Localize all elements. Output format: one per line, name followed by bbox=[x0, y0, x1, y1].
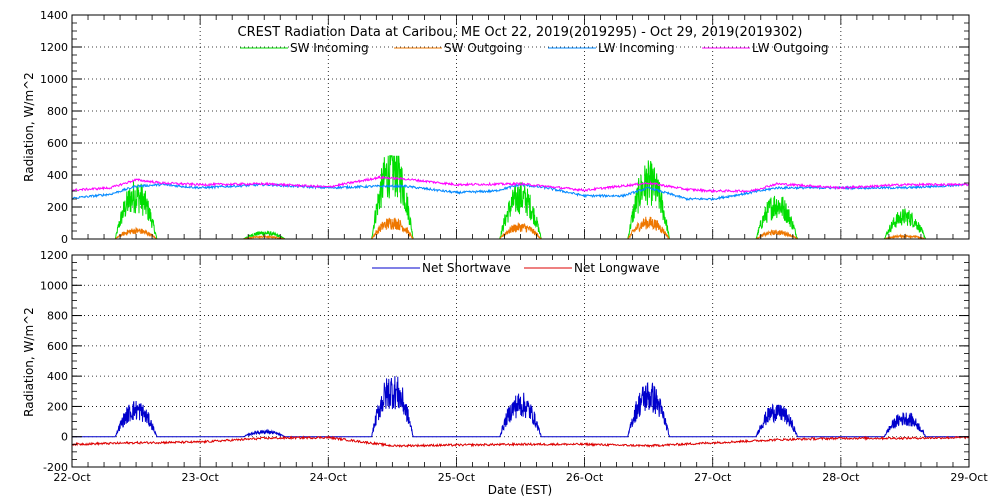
y-tick-label: 1400 bbox=[40, 9, 68, 22]
x-tick-label: 25-Oct bbox=[438, 471, 476, 484]
bottom-panel: -200 0 200 400 600 800 1000 1200 22-Oct 23-Oct 24-… bbox=[22, 249, 988, 497]
y-tick-label: 0 bbox=[61, 431, 68, 444]
y-tick-label: 800 bbox=[47, 105, 68, 118]
x-tick-label: 29-Oct bbox=[950, 471, 988, 484]
top-legend: SW Incoming SW Outgoing LW Incoming LW Outg… bbox=[240, 41, 829, 55]
bottom-y-axis-label: Radiation, W/m^2 bbox=[22, 307, 36, 417]
y-tick-label: 1000 bbox=[40, 73, 68, 86]
y-tick-label: 200 bbox=[47, 400, 68, 413]
chart-title: CREST Radiation Data at Caribou, ME Oct … bbox=[238, 25, 803, 40]
y-tick-label: 600 bbox=[47, 137, 68, 150]
y-tick-label: 0 bbox=[61, 233, 68, 246]
x-axis-label: Date (EST) bbox=[488, 483, 552, 497]
y-tick-label: 1000 bbox=[40, 279, 68, 292]
y-tick-label: 1200 bbox=[40, 41, 68, 54]
x-tick-label: 28-Oct bbox=[822, 471, 860, 484]
x-tick-label: 27-Oct bbox=[694, 471, 732, 484]
legend-label: Net Shortwave bbox=[422, 261, 511, 275]
series-line-lw-outgoing bbox=[71, 175, 970, 194]
bottom-series-lines bbox=[72, 376, 970, 448]
legend-label: LW Outgoing bbox=[752, 41, 829, 55]
x-tick-label: 22-Oct bbox=[53, 471, 91, 484]
top-axis-ticks: 0 200 400 600 800 1000 1200 1400 bbox=[40, 9, 970, 246]
x-tick-label: 23-Oct bbox=[181, 471, 219, 484]
series-line-net-longwave bbox=[72, 435, 970, 448]
y-tick-label: 600 bbox=[47, 340, 68, 353]
y-tick-label: 800 bbox=[47, 310, 68, 323]
y-tick-label: 400 bbox=[47, 370, 68, 383]
legend-label: Net Longwave bbox=[574, 261, 660, 275]
y-tick-label: 1200 bbox=[40, 249, 68, 262]
legend-label: LW Incoming bbox=[598, 41, 675, 55]
x-tick-label: 26-Oct bbox=[566, 471, 604, 484]
series-line-net-shortwave bbox=[72, 376, 969, 438]
bottom-legend: Net Shortwave Net Longwave bbox=[372, 261, 660, 275]
y-tick-label: 200 bbox=[47, 201, 68, 214]
bottom-axis-ticks: -200 0 200 400 600 800 1000 1200 22-Oct 23-Oct 24-… bbox=[40, 249, 988, 484]
top-panel: 0 200 400 600 800 1000 1200 1400 CREST Radiatio… bbox=[22, 9, 970, 246]
top-y-axis-label: Radiation, W/m^2 bbox=[22, 72, 36, 182]
legend-label: SW Incoming bbox=[290, 41, 369, 55]
legend-label: SW Outgoing bbox=[444, 41, 523, 55]
y-tick-label: 400 bbox=[47, 169, 68, 182]
y-tick-label: -200 bbox=[43, 461, 68, 474]
x-tick-label: 24-Oct bbox=[310, 471, 348, 484]
